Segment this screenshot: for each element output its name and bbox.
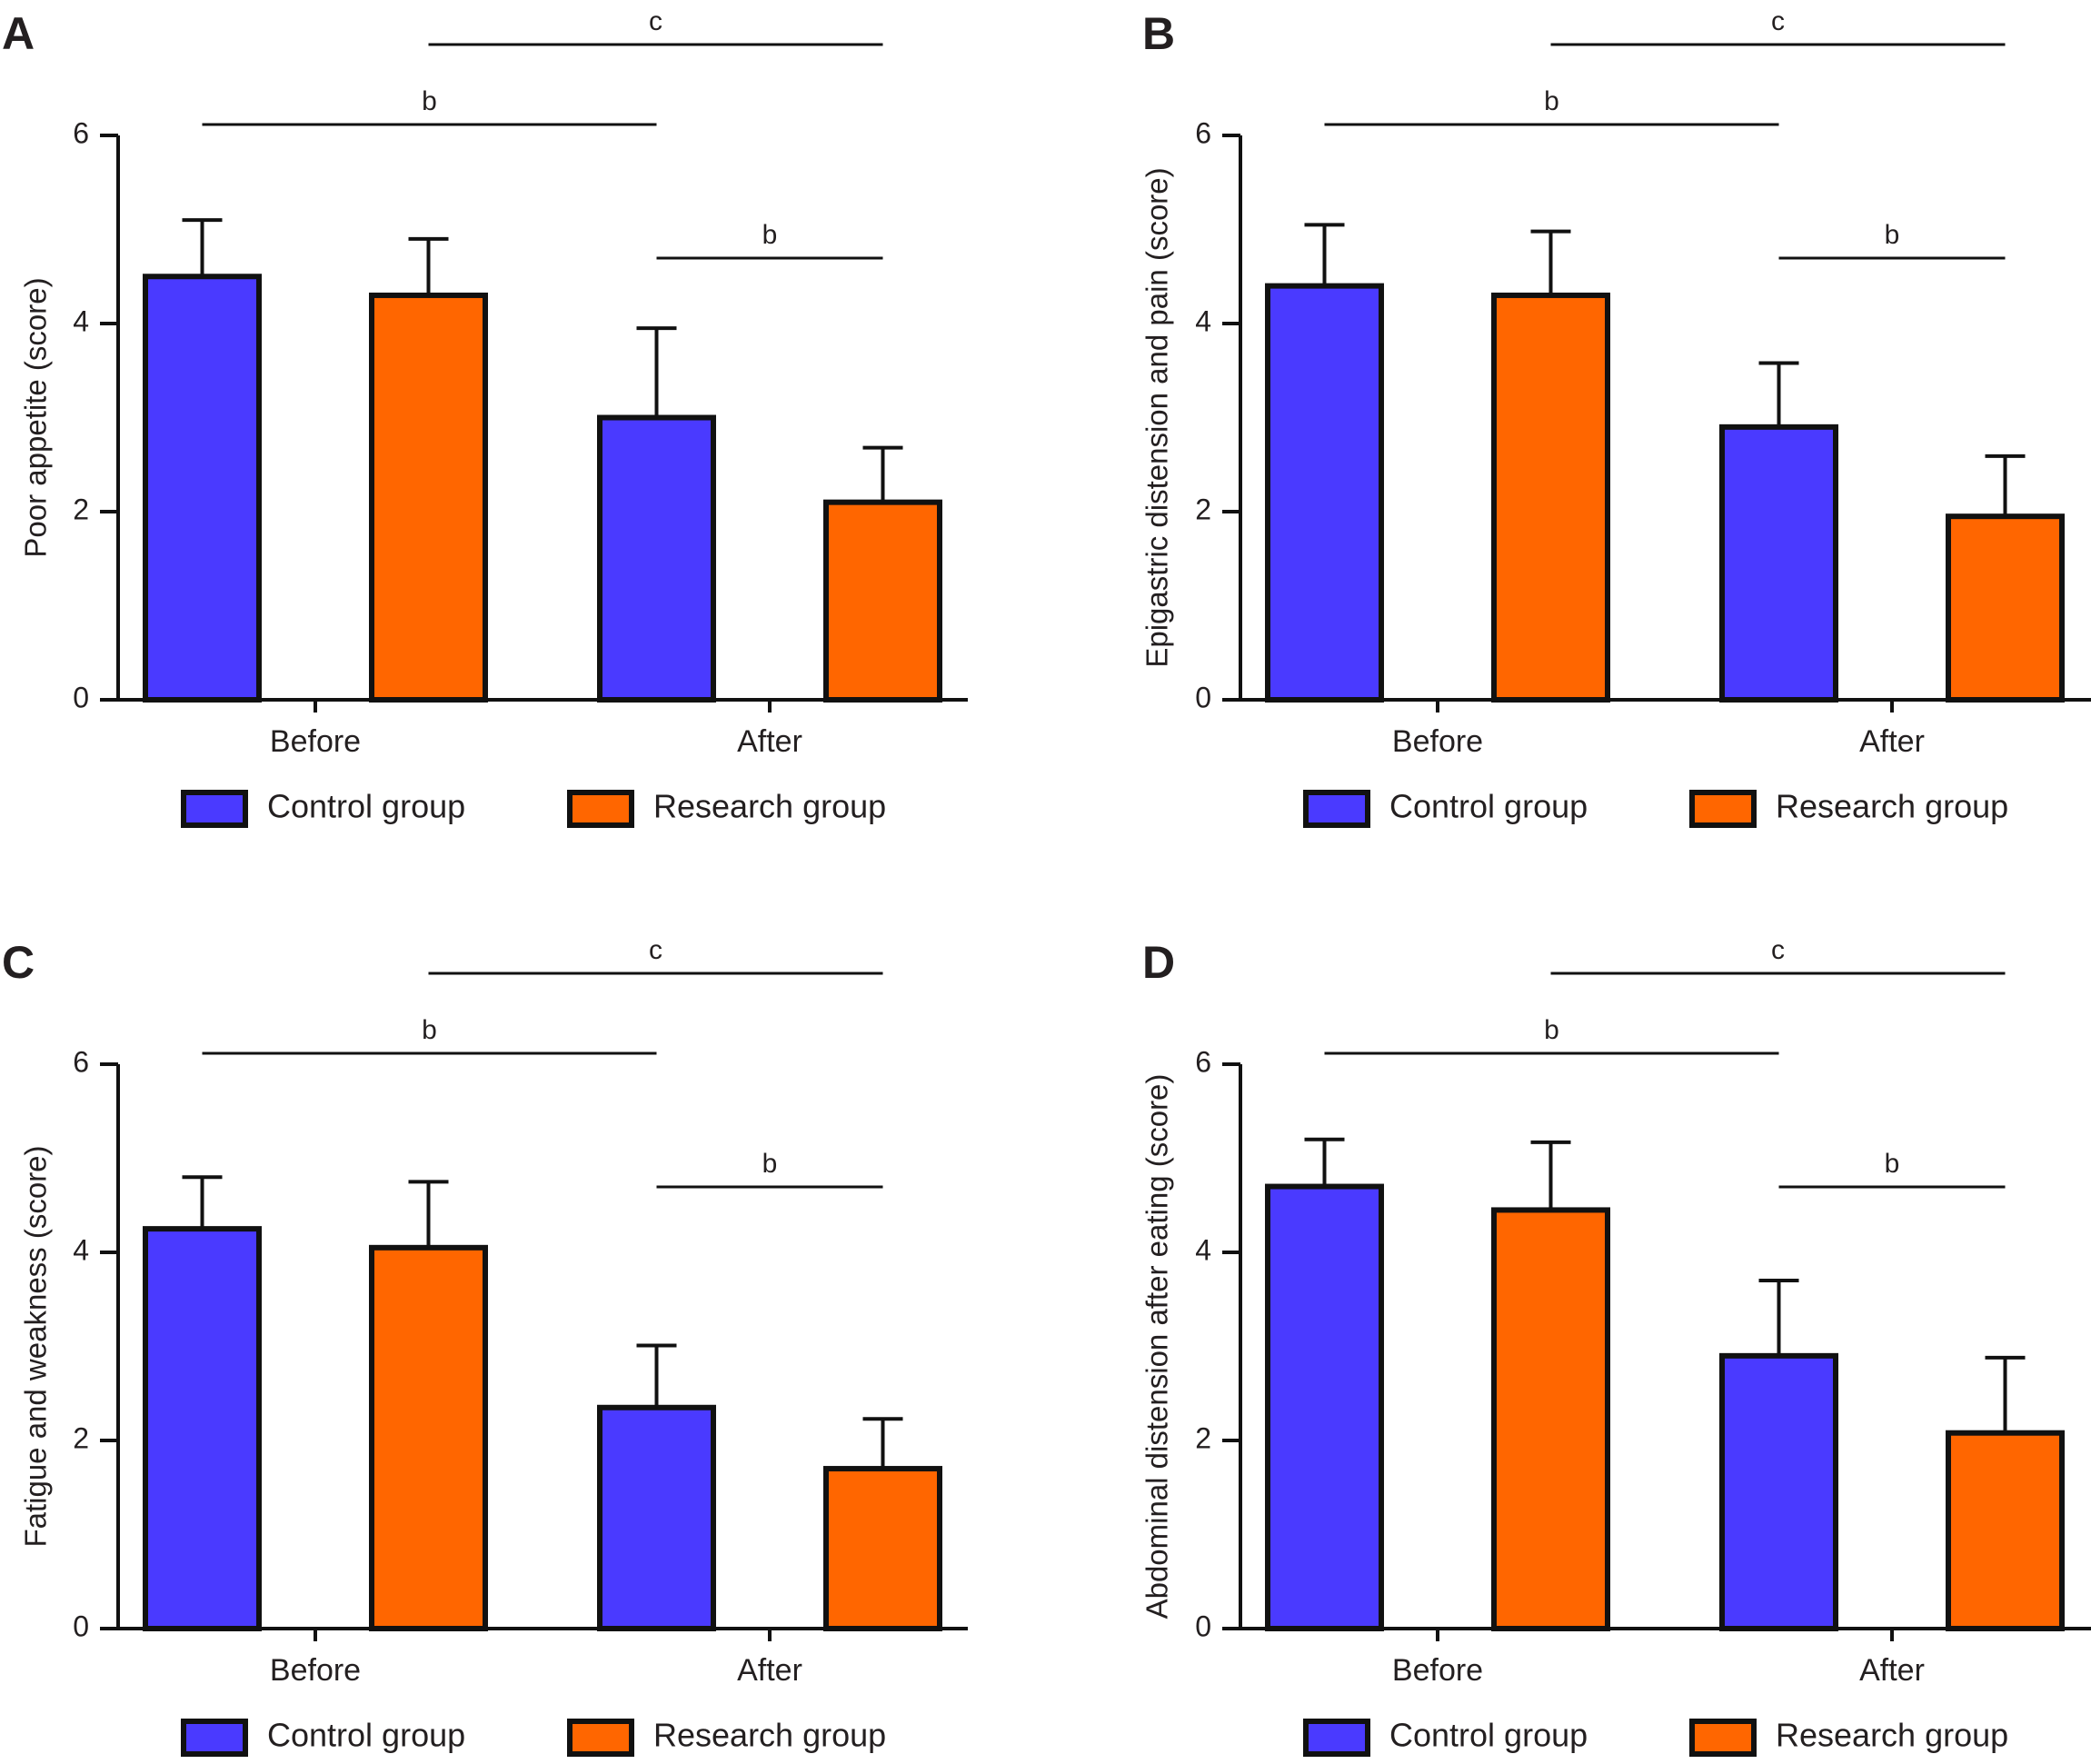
significance-label: b xyxy=(422,1015,437,1045)
bar-research-before xyxy=(1491,1207,1610,1632)
y-axis-title: Poor appetite (score) xyxy=(19,277,53,557)
x-tick-label: After xyxy=(737,724,802,759)
significance-label: b xyxy=(1885,220,1900,250)
y-tick-label: 6 xyxy=(1195,116,1211,149)
legend-label: Control group xyxy=(267,1717,465,1754)
significance-label: c xyxy=(649,6,662,36)
bar-research-after xyxy=(1946,513,2065,703)
legend-label: Research group xyxy=(1776,788,2008,825)
y-tick-label: 6 xyxy=(1195,1045,1211,1078)
x-tick-label: After xyxy=(1859,724,1925,759)
panel-letter: B xyxy=(1142,8,1175,59)
chart-panel-c: C 0 2 4 6 Fatigue and weakness (score) Before A… xyxy=(2,935,968,1757)
y-tick-label: 0 xyxy=(73,1610,89,1642)
significance-label: b xyxy=(1885,1149,1900,1179)
legend-control: Control group xyxy=(1303,1717,1588,1757)
panel-letter: C xyxy=(2,937,35,988)
y-tick-label: 4 xyxy=(1195,1233,1211,1266)
bar-research-after xyxy=(823,1466,942,1632)
y-tick-label: 2 xyxy=(73,493,89,525)
bar-control-after xyxy=(597,414,716,703)
legend-swatch xyxy=(1689,1719,1757,1757)
x-tick-label: Before xyxy=(1392,1653,1483,1688)
x-tick-label: Before xyxy=(270,1653,361,1688)
legend-control: Control group xyxy=(181,1717,465,1757)
y-tick-label: 0 xyxy=(73,681,89,713)
bar-research-before xyxy=(369,1244,488,1631)
bar-research-before xyxy=(369,292,488,703)
legend-label: Control group xyxy=(1389,788,1588,825)
legend-swatch xyxy=(567,790,634,828)
bar-control-before xyxy=(143,1226,262,1631)
bar-research-before xyxy=(1491,292,1610,703)
legend-label: Control group xyxy=(1389,1717,1588,1754)
bar-research-after xyxy=(823,499,942,703)
x-tick-label: Before xyxy=(1392,724,1483,759)
significance-label: b xyxy=(762,1149,778,1179)
y-tick-label: 6 xyxy=(73,116,89,149)
y-tick-label: 0 xyxy=(1195,681,1211,713)
legend-control: Control group xyxy=(181,788,465,828)
legend-label: Research group xyxy=(1776,1717,2008,1754)
legend-swatch xyxy=(1689,790,1757,828)
y-tick-label: 4 xyxy=(1195,304,1211,337)
y-axis-title: Abdominal distension after eating (score… xyxy=(1140,1074,1174,1619)
panel-letter: A xyxy=(2,8,35,59)
y-tick-label: 0 xyxy=(1195,1610,1211,1642)
panel-letter: D xyxy=(1142,937,1175,988)
legend-swatch xyxy=(181,1719,248,1757)
chart-panel-b: B 0 2 4 6 Epigastric distension and pain (sco… xyxy=(1140,6,2091,828)
chart-panel-d: D 0 2 4 6 Abdominal distension after eating (… xyxy=(1140,935,2091,1757)
y-tick-label: 6 xyxy=(73,1045,89,1078)
significance-label: b xyxy=(762,220,778,250)
x-tick-label: After xyxy=(737,1653,802,1688)
legend-research: Research group xyxy=(1689,788,2008,828)
bar-control-after xyxy=(1719,424,1838,703)
significance-label: c xyxy=(1771,6,1785,36)
significance-label: b xyxy=(422,86,437,116)
significance-label: c xyxy=(1771,935,1785,965)
bar-control-before xyxy=(1265,283,1384,703)
y-axis-title: Fatigue and weakness (score) xyxy=(19,1145,53,1547)
legend-research: Research group xyxy=(567,1717,886,1757)
legend-control: Control group xyxy=(1303,788,1588,828)
bar-control-before xyxy=(143,274,262,703)
legend-label: Research group xyxy=(653,1717,886,1754)
legend-label: Research group xyxy=(653,788,886,825)
bar-control-after xyxy=(597,1404,716,1632)
legend-research: Research group xyxy=(567,788,886,828)
legend-swatch xyxy=(1303,790,1370,828)
y-tick-label: 2 xyxy=(73,1421,89,1454)
legend-swatch xyxy=(1303,1719,1370,1757)
y-tick-label: 2 xyxy=(1195,493,1211,525)
x-tick-label: After xyxy=(1859,1653,1925,1688)
y-tick-label: 4 xyxy=(73,304,89,337)
legend-swatch xyxy=(567,1719,634,1757)
legend-swatch xyxy=(181,790,248,828)
bar-control-before xyxy=(1265,1183,1384,1632)
chart-panel-a: A 0 2 4 6 Poor appetite (score) Before After b c b… xyxy=(2,6,968,828)
y-tick-label: 2 xyxy=(1195,1421,1211,1454)
y-axis-title: Epigastric distension and pain (score) xyxy=(1140,167,1174,667)
legend-label: Control group xyxy=(267,788,465,825)
y-tick-label: 4 xyxy=(73,1233,89,1266)
bar-control-after xyxy=(1719,1352,1838,1631)
bar-research-after xyxy=(1946,1430,2065,1631)
significance-label: b xyxy=(1544,86,1559,116)
legend-research: Research group xyxy=(1689,1717,2008,1757)
significance-label: c xyxy=(649,935,662,965)
significance-label: b xyxy=(1544,1015,1559,1045)
x-tick-label: Before xyxy=(270,724,361,759)
